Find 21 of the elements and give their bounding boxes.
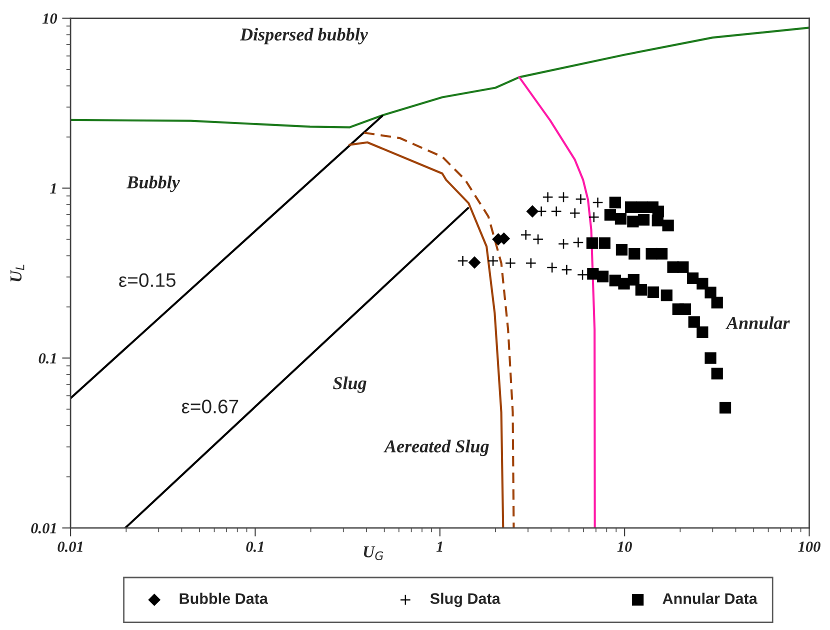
x-tick-label: 1: [436, 542, 442, 552]
y-axis-title: U$_{L}$: [10, 264, 24, 282]
x-tick-label: 0.1: [246, 542, 264, 552]
y-tick-label: 10: [42, 13, 58, 24]
y-tick-label: 1: [50, 183, 56, 194]
annotation: Slug: [333, 376, 366, 393]
x-axis-title: U$_{G}$: [364, 546, 384, 560]
annotation: Dispersed bubbly: [240, 28, 368, 44]
annotation: Aereated Slug: [384, 440, 489, 456]
annotation: ε=0.15: [119, 273, 176, 287]
legend-label: Annular Data: [662, 592, 758, 604]
x-tick-label: 10: [617, 542, 632, 552]
legend-label: Bubble Data: [180, 592, 268, 604]
annotation: ε=0.67: [182, 400, 238, 414]
x-tick-label: 0.01: [58, 542, 82, 552]
annotation: Annular: [726, 316, 790, 330]
legend-label: Slug Data: [430, 592, 500, 608]
y-tick-label: 0.1: [38, 353, 56, 364]
y-tick-label: 0.01: [31, 523, 56, 534]
x-tick-label: 100: [798, 542, 820, 552]
annotation: Bubbly: [126, 176, 180, 192]
